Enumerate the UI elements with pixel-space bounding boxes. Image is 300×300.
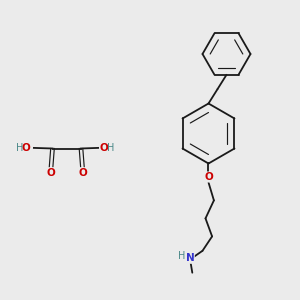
Text: H: H — [106, 142, 114, 153]
Text: H: H — [178, 251, 185, 261]
Text: O: O — [46, 167, 56, 178]
Text: H: H — [16, 142, 23, 153]
Text: N: N — [185, 253, 194, 263]
Text: O: O — [78, 167, 87, 178]
Text: O: O — [22, 142, 30, 153]
Text: O: O — [204, 172, 213, 182]
Text: O: O — [99, 142, 108, 153]
